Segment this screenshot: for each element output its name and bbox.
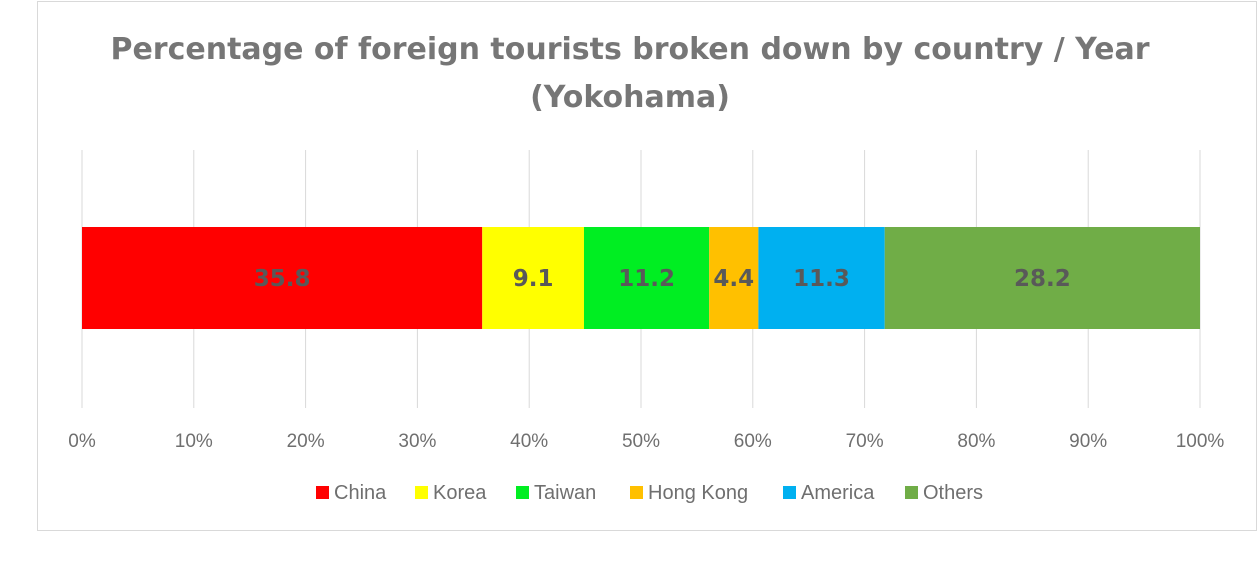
bar-segment-hong-kong (709, 227, 759, 329)
legend-swatch (516, 486, 529, 499)
legend-label: Hong Kong (648, 482, 748, 504)
legend-swatch (905, 486, 918, 499)
x-tick-label: 60% (734, 431, 772, 452)
x-tick-label: 30% (398, 431, 436, 452)
bar-segment-america (758, 227, 885, 329)
legend-swatch (783, 486, 796, 499)
chart-title-line-1: Percentage of foreign tourists broken do… (110, 32, 1150, 67)
chart-title-line-2: (Yokohama) (530, 80, 730, 115)
data-label: 35.8 (254, 266, 311, 292)
data-label: 11.3 (793, 266, 850, 292)
data-label: 9.1 (513, 266, 554, 292)
bar-segment-others (884, 227, 1200, 329)
x-tick-label: 80% (957, 431, 995, 452)
legend-label: Korea (433, 482, 487, 504)
legend-label: Others (923, 482, 983, 504)
x-tick-label: 100% (1176, 431, 1225, 452)
legend-label: Taiwan (534, 482, 596, 504)
bar-segment-taiwan (583, 227, 710, 329)
x-tick-label: 40% (510, 431, 548, 452)
chart-title: Percentage of foreign tourists broken do… (0, 26, 1260, 122)
bar-segment-korea (482, 227, 584, 329)
x-tick-label: 20% (287, 431, 325, 452)
legend-swatch (316, 486, 329, 499)
x-tick-label: 0% (68, 431, 96, 452)
legend-swatch (415, 486, 428, 499)
x-tick-label: 10% (175, 431, 213, 452)
legend-label: China (334, 482, 387, 504)
x-tick-label: 90% (1069, 431, 1107, 452)
legend-swatch (630, 486, 643, 499)
data-label: 4.4 (713, 266, 754, 292)
data-label: 11.2 (618, 266, 675, 292)
legend-label: America (801, 482, 875, 504)
data-label: 28.2 (1014, 266, 1071, 292)
bar-segment-china (82, 227, 483, 329)
x-tick-label: 50% (622, 431, 660, 452)
x-tick-label: 70% (846, 431, 884, 452)
